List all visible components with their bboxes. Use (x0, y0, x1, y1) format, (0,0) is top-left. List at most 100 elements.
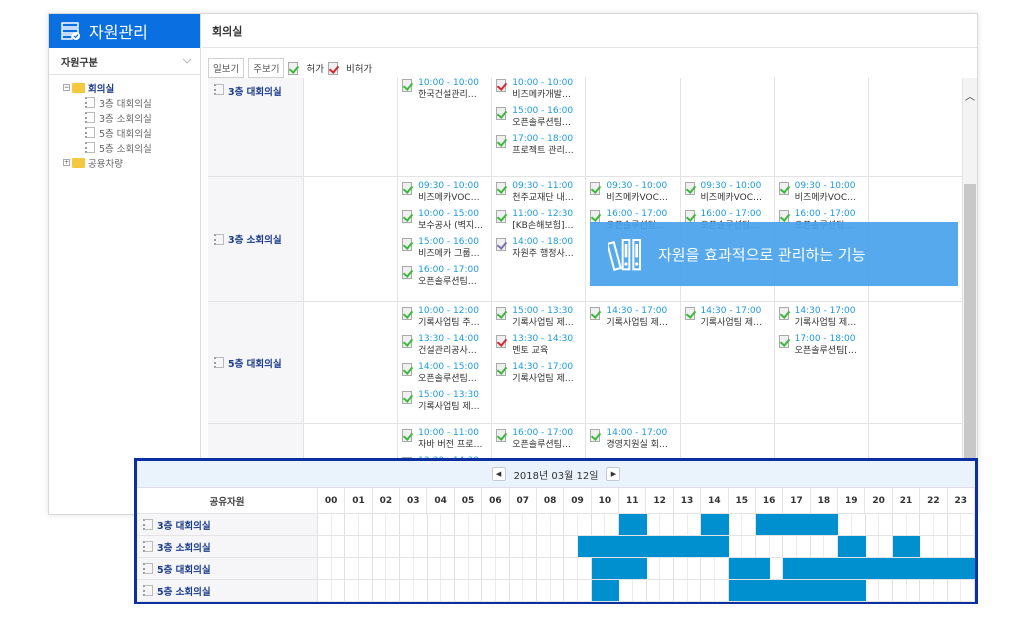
day-cell[interactable] (869, 302, 963, 423)
day-cell[interactable]: 15:00 - 13:30 기록사업팀 제… 13:30 - 14:30 멘토 교육 1… (492, 302, 587, 423)
time-slot[interactable] (332, 558, 346, 579)
time-slot[interactable] (414, 536, 428, 557)
calendar-event[interactable]: 09:30 - 10:00 비즈메카VOC… (402, 181, 491, 209)
booked-slot[interactable] (632, 514, 647, 535)
time-slot[interactable] (318, 536, 332, 557)
category-dropdown[interactable]: 자원구분 (49, 48, 200, 75)
time-slot[interactable] (496, 580, 510, 601)
booked-slot[interactable] (591, 580, 606, 601)
booked-slot[interactable] (824, 514, 839, 535)
booked-slot[interactable] (605, 558, 620, 579)
time-slot[interactable] (729, 536, 743, 557)
time-slot[interactable] (537, 514, 551, 535)
tree-folder[interactable]: + 공용차량 (63, 155, 152, 170)
time-slot[interactable] (441, 514, 455, 535)
time-slot[interactable] (907, 514, 921, 535)
time-slot[interactable] (386, 514, 401, 535)
time-slot[interactable] (674, 514, 688, 535)
booked-slot[interactable] (851, 536, 866, 557)
time-slot[interactable] (893, 580, 907, 601)
day-cell[interactable] (869, 78, 963, 176)
time-slot[interactable] (770, 558, 784, 579)
time-slot[interactable] (428, 514, 442, 535)
time-slot[interactable] (715, 558, 729, 579)
time-slot[interactable] (660, 514, 674, 535)
booked-slot[interactable] (797, 580, 811, 601)
time-slot[interactable] (455, 580, 469, 601)
time-slot[interactable] (715, 580, 729, 601)
calendar-event[interactable]: 14:30 - 17:00 기록사업팀 제… (590, 306, 679, 334)
collapse-icon[interactable]: − (63, 84, 70, 91)
time-slot[interactable] (619, 580, 633, 601)
time-slot[interactable] (386, 558, 401, 579)
time-slot[interactable] (893, 514, 907, 535)
day-cell[interactable] (304, 177, 399, 301)
room-label[interactable]: 3층 대회의실 (208, 78, 304, 176)
time-slot[interactable] (564, 536, 579, 557)
time-slot[interactable] (674, 580, 688, 601)
time-slot[interactable] (647, 580, 661, 601)
time-slot[interactable] (578, 514, 592, 535)
time-slot[interactable] (345, 514, 360, 535)
time-slot[interactable] (948, 580, 962, 601)
booked-slot[interactable] (591, 558, 606, 579)
time-slot[interactable] (386, 536, 401, 557)
calendar-event[interactable]: 14:30 - 17:00 기록사업팀 제… (684, 306, 774, 334)
booked-slot[interactable] (714, 536, 729, 557)
time-slot[interactable] (756, 536, 770, 557)
time-slot[interactable] (660, 580, 674, 601)
booked-slot[interactable] (810, 514, 825, 535)
calendar-event[interactable]: 14:00 - 17:00 경영지원실 회… (590, 428, 679, 456)
booked-slot[interactable] (783, 514, 798, 535)
day-cell[interactable]: 10:00 - 10:00 비즈메카개발… 15:00 - 16:00 오픈솔루션팀…… (492, 78, 587, 176)
time-slot[interactable] (441, 580, 455, 601)
time-slot[interactable] (879, 580, 893, 601)
calendar-event[interactable]: 13:30 - 14:00 건설관리공사… (402, 334, 491, 362)
calendar-event[interactable]: 15:00 - 16:00 비즈메카 그룹… (402, 237, 491, 265)
room-label[interactable]: 3층 소회의실 (208, 177, 304, 301)
time-slot[interactable] (824, 536, 839, 557)
booked-slot[interactable] (632, 558, 647, 579)
time-slot[interactable] (469, 558, 483, 579)
booked-slot[interactable] (619, 514, 633, 535)
time-slot[interactable] (674, 558, 688, 579)
time-slot[interactable] (345, 536, 360, 557)
calendar-event[interactable]: 14:30 - 17:00 기록사업팀 제… (496, 362, 585, 390)
time-slot[interactable] (400, 514, 414, 535)
scrollbar-thumb[interactable] (964, 184, 976, 518)
time-slot[interactable] (948, 514, 962, 535)
time-slot[interactable] (496, 536, 510, 557)
time-slot[interactable] (551, 580, 565, 601)
booked-slot[interactable] (879, 558, 893, 579)
time-slot[interactable] (688, 580, 702, 601)
booked-slot[interactable] (687, 536, 702, 557)
booked-slot[interactable] (605, 580, 620, 601)
booked-slot[interactable] (892, 536, 907, 557)
time-slot[interactable] (838, 514, 852, 535)
time-slot[interactable] (469, 580, 483, 601)
time-slot[interactable] (455, 536, 469, 557)
time-slot[interactable] (428, 536, 442, 557)
timeline-room-label[interactable]: 5층 대회의실 (137, 558, 318, 579)
calendar-event[interactable]: 09:30 - 10:00 비즈메카VOC… (778, 181, 868, 209)
time-slot[interactable] (633, 580, 647, 601)
calendar-event[interactable]: 16:00 - 17:00 오픈솔루션팀… (496, 428, 585, 456)
time-slot[interactable] (455, 514, 469, 535)
day-cell[interactable] (304, 78, 399, 176)
time-slot[interactable] (866, 514, 880, 535)
time-slot[interactable] (961, 536, 975, 557)
tree-item[interactable]: 5층 대회의실 (63, 125, 152, 140)
calendar-event[interactable]: 10:00 - 10:00 비즈메카개발… (496, 78, 585, 106)
timeline-room-label[interactable]: 5층 소회의실 (137, 580, 318, 601)
time-slot[interactable] (373, 580, 387, 601)
time-slot[interactable] (414, 558, 428, 579)
tree-item[interactable]: 3층 대회의실 (63, 95, 152, 110)
time-slot[interactable] (496, 514, 510, 535)
time-slot[interactable] (510, 536, 524, 557)
time-slot[interactable] (359, 580, 373, 601)
booked-slot[interactable] (605, 536, 620, 557)
booked-slot[interactable] (632, 536, 647, 557)
booked-slot[interactable] (906, 536, 921, 557)
time-slot[interactable] (537, 580, 551, 601)
booked-slot[interactable] (769, 580, 784, 601)
